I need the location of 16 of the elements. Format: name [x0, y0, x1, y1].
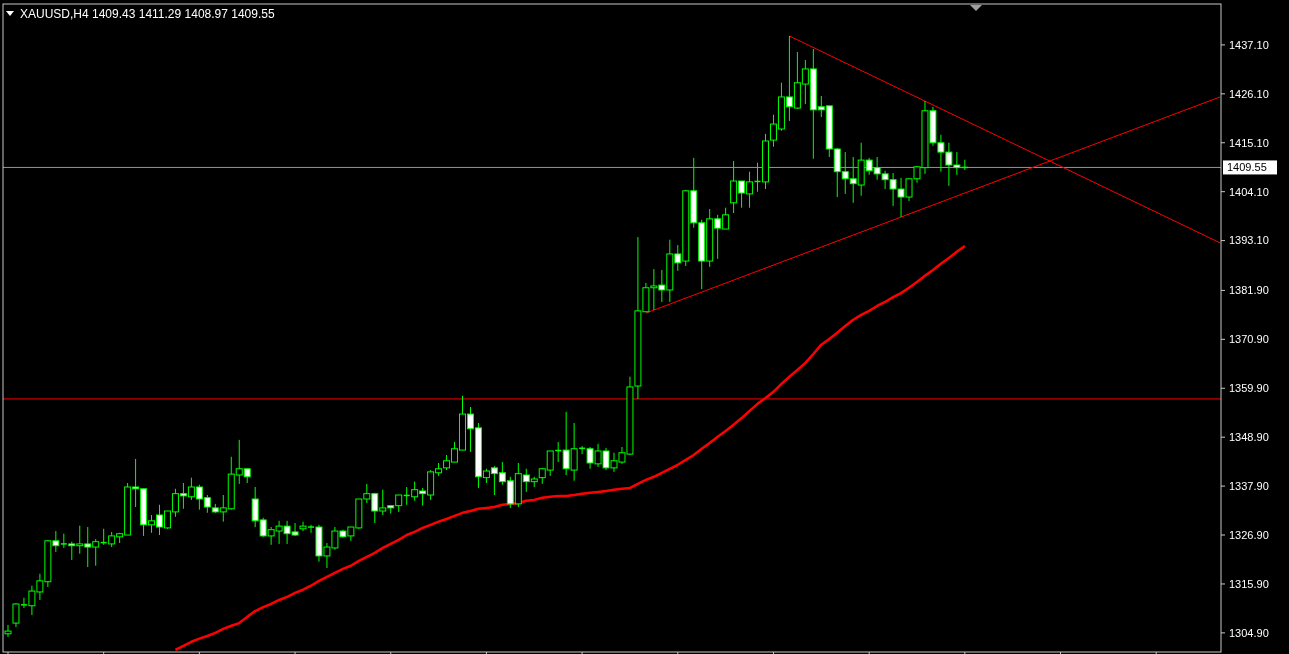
y-tick-label: 1381.90	[1229, 284, 1269, 297]
chart-title: XAUUSD,H4 1409.43 1411.29 1408.97 1409.55	[20, 7, 275, 21]
ref-line-label: 1409.55	[1227, 161, 1267, 174]
y-tick-label: 1415.10	[1229, 136, 1269, 149]
candlestick	[4, 624, 12, 638]
y-tick-label: 1404.10	[1229, 185, 1269, 198]
y-tick-label: 1304.90	[1229, 626, 1269, 639]
y-tick-label: 1393.10	[1229, 234, 1269, 247]
y-tick-label: 1337.90	[1229, 479, 1269, 492]
y-tick-label: 1359.90	[1229, 382, 1269, 395]
y-tick-label: 1437.10	[1229, 38, 1269, 51]
y-tick-label: 1426.10	[1229, 87, 1269, 100]
y-tick-label: 1326.90	[1229, 528, 1269, 541]
y-tick-label: 1348.90	[1229, 431, 1269, 444]
y-tick-label: 1315.90	[1229, 577, 1269, 590]
y-tick-label: 1370.90	[1229, 333, 1269, 346]
